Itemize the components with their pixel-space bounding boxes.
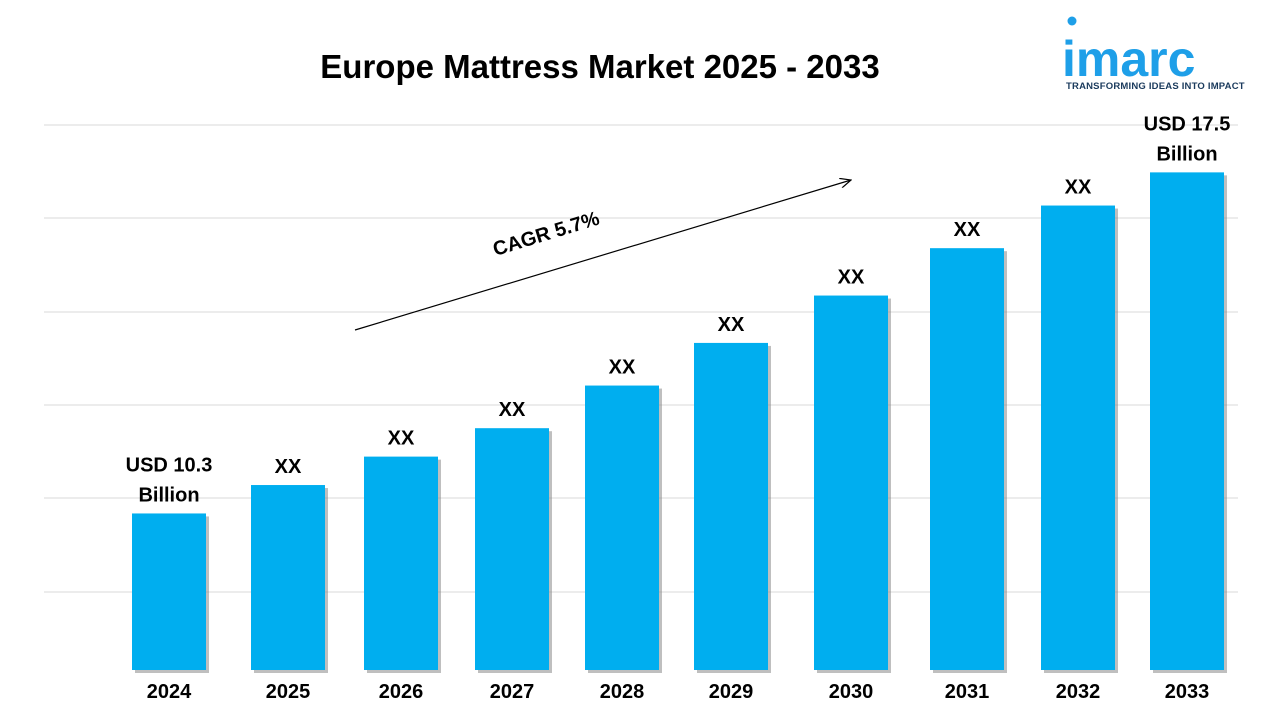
- data-label: XX: [718, 314, 745, 336]
- cagr-label: CAGR 5.7%: [490, 208, 602, 261]
- bar-2026: [364, 456, 438, 670]
- x-tick-label: 2032: [1056, 681, 1101, 703]
- logo-wordmark: imarc: [1062, 31, 1195, 87]
- bar-2031: [930, 248, 1004, 670]
- x-tick-label: 2030: [829, 681, 874, 703]
- x-axis-ticks: 2024 2025 2026 2027 2028 2029 2030 2031 2032 2033: [147, 681, 1210, 703]
- data-label: Billion: [138, 484, 199, 506]
- bar-2032: [1041, 205, 1115, 670]
- bar-2027: [475, 428, 549, 670]
- imarc-logo: imarc TRANSFORMING IDEAS INTO IMPACT: [1062, 16, 1245, 92]
- chart-title: Europe Mattress Market 2025 - 2033: [320, 48, 879, 85]
- data-label: XX: [275, 456, 302, 478]
- data-labels: USD 10.3 Billion XX XX XX XX XX XX XX XX USD 17.5 B…: [126, 113, 1231, 506]
- cagr-annotation: CAGR 5.7%: [354, 180, 851, 331]
- bar-2030: [814, 295, 888, 670]
- data-label: XX: [1065, 177, 1092, 199]
- x-tick-label: 2028: [600, 681, 645, 703]
- data-label: XX: [388, 428, 415, 450]
- x-tick-label: 2027: [490, 681, 535, 703]
- data-label: XX: [499, 399, 526, 421]
- bar-2028: [585, 385, 659, 670]
- data-label: Billion: [1156, 143, 1217, 165]
- x-tick-label: 2024: [147, 681, 192, 703]
- logo-dot: [1067, 16, 1077, 26]
- x-tick-label: 2025: [266, 681, 311, 703]
- x-tick-label: 2026: [379, 681, 424, 703]
- x-tick-label: 2033: [1165, 681, 1210, 703]
- bar-2024: [132, 513, 206, 670]
- bar-2025: [251, 485, 325, 670]
- data-label: USD 17.5: [1144, 113, 1231, 135]
- data-label: XX: [609, 357, 636, 379]
- bars: [132, 172, 1227, 674]
- x-tick-label: 2031: [945, 681, 990, 703]
- bar-2033: [1150, 172, 1224, 671]
- data-label: XX: [838, 267, 865, 289]
- data-label: USD 10.3: [126, 454, 213, 476]
- bar-2029: [694, 342, 768, 670]
- cagr-arrow: [354, 180, 851, 331]
- logo-tagline: TRANSFORMING IDEAS INTO IMPACT: [1066, 81, 1245, 92]
- data-label: XX: [954, 219, 981, 241]
- x-tick-label: 2029: [709, 681, 754, 703]
